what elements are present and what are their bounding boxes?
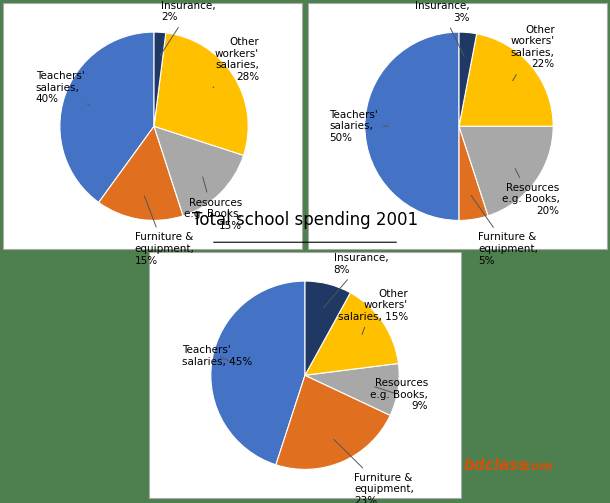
Title: Total school spending 2001: Total school spending 2001 bbox=[192, 211, 418, 229]
Text: Insurance,
3%: Insurance, 3% bbox=[415, 1, 470, 56]
Wedge shape bbox=[211, 281, 305, 465]
Text: Furniture &
equipment,
5%: Furniture & equipment, 5% bbox=[471, 196, 539, 266]
Wedge shape bbox=[276, 375, 390, 469]
Wedge shape bbox=[305, 281, 350, 375]
Wedge shape bbox=[305, 364, 399, 415]
Text: Teachers'
salaries,
40%: Teachers' salaries, 40% bbox=[36, 71, 90, 105]
Wedge shape bbox=[459, 32, 476, 126]
Text: Insurance,
8%: Insurance, 8% bbox=[324, 253, 388, 307]
Text: Insurance,
2%: Insurance, 2% bbox=[160, 1, 216, 56]
Wedge shape bbox=[365, 32, 459, 220]
Wedge shape bbox=[154, 32, 166, 126]
Text: Resources
e.g. Books,
15%: Resources e.g. Books, 15% bbox=[184, 177, 242, 231]
Text: Furniture &
equipment,
23%: Furniture & equipment, 23% bbox=[334, 440, 414, 503]
Wedge shape bbox=[154, 33, 248, 155]
Text: Furniture &
equipment,
15%: Furniture & equipment, 15% bbox=[135, 196, 195, 266]
Wedge shape bbox=[305, 293, 398, 375]
Wedge shape bbox=[459, 126, 553, 216]
Text: .com: .com bbox=[520, 460, 553, 473]
Text: Resources
e.g. Books,
9%: Resources e.g. Books, 9% bbox=[370, 378, 428, 411]
Text: Other
workers'
salaries,
28%: Other workers' salaries, 28% bbox=[213, 37, 259, 88]
Wedge shape bbox=[60, 32, 154, 202]
Wedge shape bbox=[459, 126, 488, 220]
Text: Teachers'
salaries, 45%: Teachers' salaries, 45% bbox=[182, 345, 253, 367]
Wedge shape bbox=[99, 126, 183, 220]
Text: Resources
e.g. Books,
20%: Resources e.g. Books, 20% bbox=[501, 169, 559, 216]
Text: Teachers'
salaries,
50%: Teachers' salaries, 50% bbox=[329, 110, 389, 143]
Wedge shape bbox=[154, 126, 243, 216]
Text: Other
workers'
salaries, 15%: Other workers' salaries, 15% bbox=[337, 289, 408, 334]
Text: bdclass: bdclass bbox=[464, 458, 528, 473]
Wedge shape bbox=[459, 34, 553, 126]
Text: Other
workers'
salaries,
22%: Other workers' salaries, 22% bbox=[511, 25, 554, 80]
